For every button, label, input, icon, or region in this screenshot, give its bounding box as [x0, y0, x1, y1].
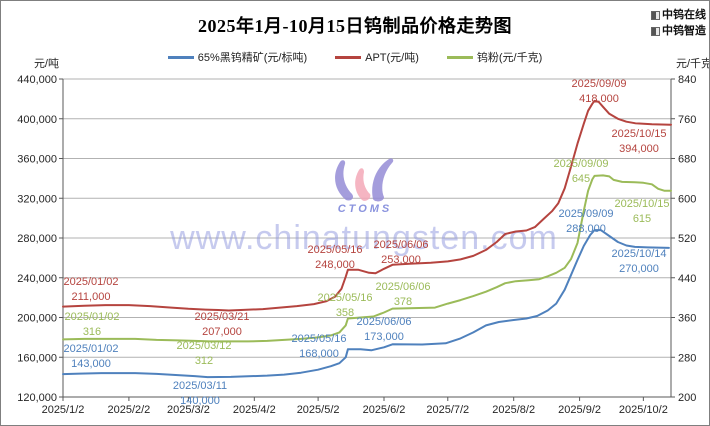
data-label: 2025/03/21 207,000	[194, 311, 249, 338]
left-axis-tick-label: 360,000	[17, 154, 57, 166]
x-axis-tick-label: 2025/8/2	[492, 404, 535, 416]
right-axis-tick-label: 600	[678, 193, 696, 205]
right-axis-unit: 元/千克	[676, 57, 710, 70]
right-axis-tick-label: 280	[678, 352, 696, 364]
data-label: 2025/03/12 312	[176, 340, 231, 367]
ctoms-logo	[335, 158, 394, 202]
left-axis-tick-label: 320,000	[17, 193, 57, 205]
legend: 65%黑钨精矿(元/标吨) APT(元/吨) 钨粉(元/千克)	[1, 49, 709, 65]
legend-item: 钨粉(元/千克)	[446, 49, 543, 65]
left-axis-tick-label: 400,000	[17, 114, 57, 126]
brand-icon	[651, 26, 660, 36]
x-axis-tick-label: 2025/7/2	[426, 404, 469, 416]
data-label: 2025/01/02 316	[64, 311, 119, 338]
legend-label: 钨粉(元/千克)	[476, 52, 543, 64]
data-label: 2025/01/02 211,000	[63, 276, 118, 303]
left-axis-unit: 元/吨	[34, 57, 59, 70]
brand-label: 中钨在线	[662, 9, 706, 21]
brand-label: 中钨智造	[662, 25, 706, 37]
data-label: 2025/10/14 270,000	[611, 248, 666, 275]
x-axis-tick-label: 2025/3/2	[167, 404, 210, 416]
left-axis-tick-label: 280,000	[17, 233, 57, 245]
legend-item: 65%黑钨精矿(元/标吨)	[167, 49, 308, 65]
legend-item: APT(元/吨)	[335, 49, 419, 65]
data-label: 2025/06/06 378	[375, 281, 430, 308]
page-title: 2025年1月-10月15日钨制品价格走势图	[198, 16, 512, 36]
legend-label: 65%黑钨精矿(元/标吨)	[197, 52, 308, 64]
x-axis-tick-label: 2025/5/2	[297, 404, 340, 416]
x-axis-tick-label: 2025/1/2	[42, 404, 85, 416]
legend-swatch	[167, 55, 194, 59]
x-axis-tick-label: 2025/10/2	[619, 404, 668, 416]
legend-swatch	[446, 55, 473, 59]
brand-icon	[651, 10, 660, 20]
right-axis-tick-label: 520	[678, 233, 696, 245]
series-line-0	[62, 229, 670, 379]
data-label: 2025/06/06 253,000	[373, 239, 428, 266]
series-line-2	[62, 174, 672, 343]
data-label: 2025/05/16 358	[317, 292, 372, 319]
watermark-text: www.chinatungsten.com	[169, 219, 558, 257]
data-label: 2025/05/16 168,000	[291, 333, 346, 360]
x-axis-tick-label: 2025/2/2	[107, 404, 150, 416]
right-axis-tick-label: 440	[678, 273, 696, 285]
left-axis-tick-label: 240,000	[17, 273, 57, 285]
right-axis-tick-label: 360	[678, 313, 696, 325]
data-label: 2025/09/09 288,000	[558, 208, 613, 235]
x-axis-tick-label: 2025/6/2	[363, 404, 406, 416]
series-line-1	[62, 99, 672, 312]
data-label: 2025/10/15 394,000	[611, 128, 666, 155]
legend-swatch	[335, 55, 362, 59]
data-label: 2025/06/06 173,000	[356, 316, 411, 343]
data-label: 2025/01/02 143,000	[63, 343, 118, 370]
right-axis-tick-label: 200	[678, 392, 696, 404]
brand-row: 中钨智造	[651, 23, 706, 39]
data-label: 2025/09/09 645	[553, 158, 608, 185]
x-axis-tick-label: 2025/4/2	[233, 404, 276, 416]
brand-links: 中钨在线 中钨智造	[651, 7, 706, 39]
left-axis-tick-label: 120,000	[17, 392, 57, 404]
brand-row: 中钨在线	[651, 7, 706, 23]
data-label: 2025/09/09 418,000	[571, 78, 626, 105]
data-label: 2025/05/16 248,000	[307, 244, 362, 271]
x-axis-tick-label: 2025/9/2	[558, 404, 601, 416]
right-axis-tick-label: 680	[678, 154, 696, 166]
data-label: 2025/10/15 615	[614, 198, 669, 225]
watermark-logo-text: CTOMS	[338, 203, 393, 215]
left-axis-tick-label: 440,000	[17, 74, 57, 86]
left-axis-tick-label: 200,000	[17, 313, 57, 325]
data-label: 2025/03/11 140,000	[173, 380, 227, 407]
legend-label: APT(元/吨)	[365, 52, 419, 64]
left-axis-tick-label: 160,000	[17, 352, 57, 364]
right-axis-tick-label: 840	[678, 74, 696, 86]
right-axis-tick-label: 760	[678, 114, 696, 126]
